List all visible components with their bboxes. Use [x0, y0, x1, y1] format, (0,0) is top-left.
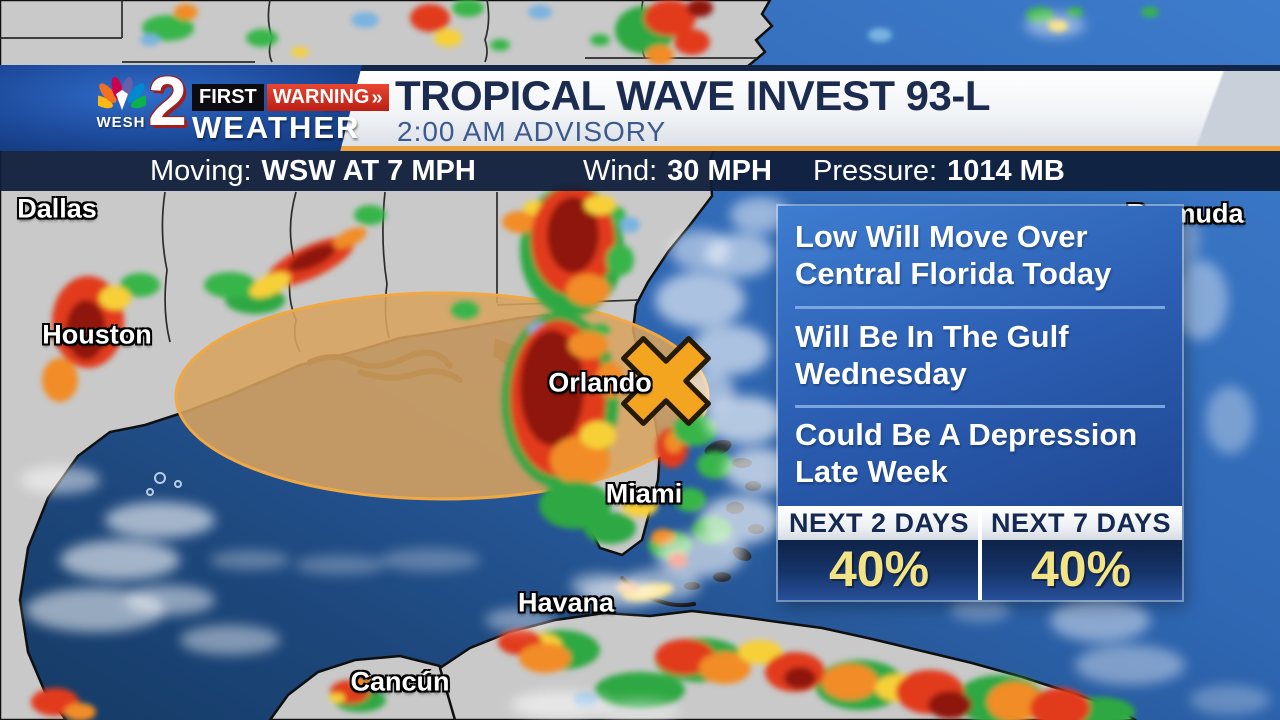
city-label-miami: Miami — [605, 478, 683, 509]
channel-number: 2 — [148, 62, 187, 140]
cloud-rings — [146, 472, 182, 496]
forecast-statement-3: Could Be A Depression Late Week — [795, 417, 1138, 489]
forecast-statement-2: Will Be In The Gulf Wednesday — [795, 319, 1069, 391]
next-2-days-label: NEXT 2 DAYS — [788, 508, 970, 538]
radar-cells — [31, 0, 1159, 720]
stat-moving: Moving: WSW AT 7 MPH — [150, 151, 476, 191]
station-call-letters: WESH — [96, 114, 146, 131]
tagline-warning-text: WARNING — [272, 86, 370, 108]
invest-x-marker — [621, 336, 711, 426]
tagline-warning: WARNING » — [266, 84, 389, 111]
stat-pressure: Pressure: 1014 MB — [813, 151, 1065, 191]
tagline-first: FIRST — [192, 84, 264, 111]
stat-moving-value: WSW AT 7 MPH — [261, 155, 476, 187]
header-accent-rule — [0, 146, 1280, 151]
forecast-column-divider — [978, 506, 982, 600]
header-top-rule — [0, 65, 1280, 71]
city-label-dallas: Dallas — [17, 193, 97, 224]
stat-wind: Wind: 30 MPH — [583, 151, 772, 191]
tagline-weather: WEATHER — [192, 110, 361, 145]
advisory-time: 2:00 AM ADVISORY — [397, 116, 667, 147]
stat-pressure-label: Pressure: — [813, 155, 938, 187]
city-label-houston: Houston — [42, 319, 152, 350]
storm-stats-bar: Moving: WSW AT 7 MPH Wind: 30 MPH Pressure… — [0, 151, 1280, 191]
warning-arrow-icon: » — [371, 86, 383, 109]
header-banner-shade — [1140, 71, 1280, 146]
advisory-title: TROPICAL WAVE INVEST 93-L — [395, 72, 991, 119]
stat-wind-value: 30 MPH — [667, 155, 772, 187]
stat-wind-label: Wind: — [583, 155, 658, 187]
forecast-info-panel: Low Will Move Over Central Florida Today… — [778, 206, 1182, 600]
stat-pressure-value: 1014 MB — [947, 155, 1065, 187]
first-warning-tagline: FIRST WARNING » — [192, 84, 389, 111]
forecast-statement-1: Low Will Move Over Central Florida Today — [795, 219, 1112, 291]
nbc-peacock-icon — [98, 76, 146, 110]
next-7-days-value: 40% — [1030, 541, 1132, 597]
panel-divider — [795, 405, 1165, 408]
city-label-orlando: Orlando — [548, 367, 652, 398]
next-2-days-value: 40% — [828, 541, 930, 597]
city-label-cancun: Cancún — [350, 666, 450, 697]
panel-divider — [795, 306, 1165, 309]
stat-moving-label: Moving: — [150, 155, 252, 187]
next-7-days-label: NEXT 7 DAYS — [990, 508, 1172, 538]
city-label-havana: Havana — [517, 587, 615, 618]
